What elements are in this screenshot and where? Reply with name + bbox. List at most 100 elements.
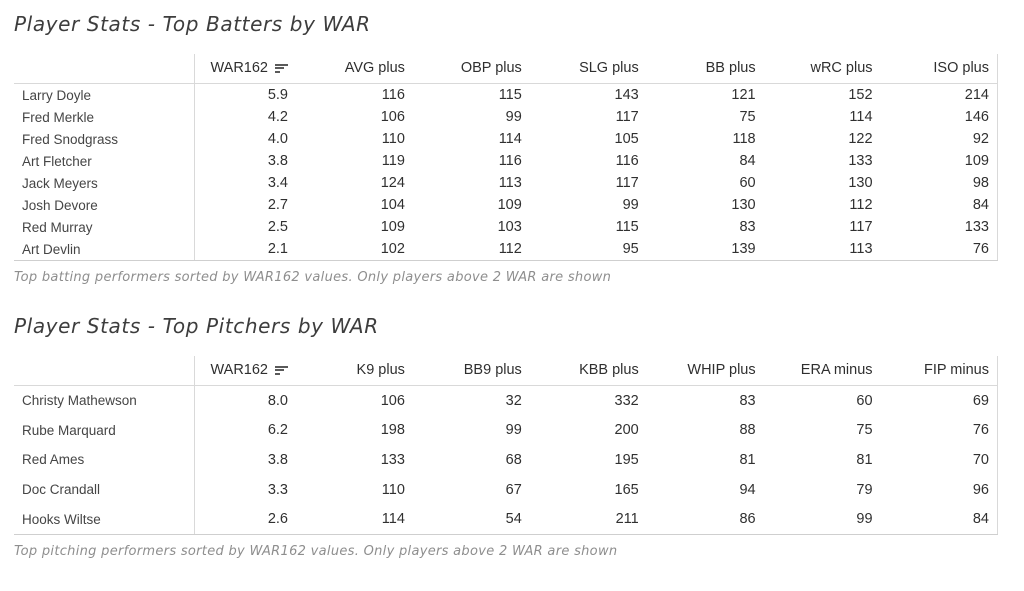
- stat-value-cell: 110: [381, 481, 405, 498]
- stat-value-cell: 112: [849, 197, 873, 213]
- column-header-avg-plus[interactable]: AVG plus: [296, 54, 413, 84]
- stat-value-cell: 124: [380, 175, 405, 191]
- stat-value-cell: 133: [848, 153, 873, 169]
- table-row[interactable]: Larry Doyle 5.9 116 115 143 121 152 214: [14, 83, 998, 106]
- stat-value-cell: 5.9: [267, 87, 288, 103]
- column-header-bb9-plus[interactable]: BB9 plus: [412, 356, 530, 386]
- stat-value-cell: 139: [646, 238, 764, 261]
- stat-value-cell: 198: [380, 422, 405, 439]
- table-row[interactable]: Red Murray 2.5 109 103 115 83 117 133: [14, 216, 998, 238]
- column-header-kbb-plus[interactable]: KBB plus: [529, 356, 647, 386]
- stat-value-cell: 98: [880, 172, 998, 194]
- stat-value-cell: 96: [880, 474, 998, 505]
- stat-value-cell: 75: [739, 109, 756, 125]
- stat-value-cell: 106: [380, 109, 405, 125]
- column-header-label: wRC plus: [810, 60, 873, 76]
- table-row[interactable]: Fred Merkle 4.2 106 99 117 75 114 146: [14, 106, 998, 128]
- table-row[interactable]: Red Ames 3.8 133 68 195 81 81 70: [14, 445, 998, 475]
- table-row[interactable]: Jack Meyers 3.4 124 113 117 60 130 98: [14, 172, 998, 194]
- column-header-obp-plus[interactable]: OBP plus: [412, 54, 530, 84]
- column-header-whip-plus[interactable]: WHIP plus: [646, 356, 764, 386]
- stat-value-cell: 195: [614, 451, 639, 468]
- stat-value-cell: 119: [381, 153, 405, 169]
- stat-value-cell: 3.4: [267, 175, 288, 191]
- pitchers-table: WAR162 K9 plus BB9 plus KBB plus WHIP plus ER…: [14, 356, 998, 535]
- column-header-label: WAR162: [210, 60, 268, 76]
- stat-value-cell: 115: [498, 87, 522, 103]
- column-header-label: SLG plus: [579, 60, 639, 76]
- stat-value-cell: 110: [381, 131, 405, 147]
- column-header-label: ISO plus: [933, 60, 989, 76]
- stat-value-cell: 4.0: [267, 131, 288, 147]
- stat-value-cell: 103: [497, 219, 522, 235]
- stat-value-cell: 69: [880, 385, 998, 416]
- stat-value-cell: 109: [497, 197, 522, 213]
- stat-value-cell: 152: [848, 87, 873, 103]
- stat-value-cell: 116: [498, 153, 522, 169]
- stat-value-cell: 8.0: [267, 392, 288, 409]
- stat-value-cell: 83: [739, 219, 756, 235]
- stat-value-cell: 84: [739, 153, 756, 169]
- pitchers-visual: Player Stats - Top Pitchers by WAR WAR16…: [14, 314, 998, 559]
- column-header-wrc-plus[interactable]: wRC plus: [763, 54, 881, 84]
- table-row[interactable]: Christy Mathewson 8.0 106 32 332 83 60 69: [14, 385, 998, 416]
- stat-value-cell: 99: [763, 504, 881, 535]
- stat-value-cell: 2.6: [194, 504, 296, 535]
- batters-caption: Top batting performers sorted by WAR162 …: [14, 270, 612, 285]
- batters-table-header: WAR162 AVG plus OBP plus SLG plus BB plus wRC…: [14, 54, 998, 84]
- player-name-cell: Jack Meyers: [14, 172, 195, 194]
- column-header-slg-plus[interactable]: SLG plus: [529, 54, 647, 84]
- stat-value-cell: 146: [880, 106, 998, 128]
- stat-value-cell: 99: [505, 109, 522, 125]
- table-row[interactable]: Hooks Wiltse 2.6 114 54 211 86 99 84: [14, 504, 998, 535]
- stat-value-cell: 6.2: [267, 422, 288, 439]
- stat-value-cell: 84: [880, 194, 998, 216]
- column-header-label: BB plus: [705, 60, 756, 76]
- stat-value-cell: 76: [880, 415, 998, 446]
- pitchers-table-body: Christy Mathewson 8.0 106 32 332 83 60 69 Rube M…: [14, 385, 998, 535]
- stat-value-cell: 133: [880, 216, 998, 238]
- column-header-label: FIP minus: [923, 362, 989, 378]
- player-name-cell: Rube Marquard: [14, 415, 195, 446]
- table-row[interactable]: Josh Devore 2.7 104 109 99 130 112 84: [14, 194, 998, 216]
- stat-value-cell: 88: [739, 422, 756, 439]
- table-row[interactable]: Art Devlin 2.1 102 112 95 139 113 76: [14, 238, 998, 261]
- player-name-cell: Doc Crandall: [14, 474, 195, 505]
- column-header-era-minus[interactable]: ERA minus: [763, 356, 881, 386]
- stat-value-cell: 60: [856, 392, 873, 409]
- stat-value-cell: 94: [739, 481, 756, 498]
- column-header-label: WAR162: [210, 362, 268, 378]
- stat-value-cell: 165: [614, 481, 639, 498]
- stat-value-cell: 115: [615, 219, 639, 235]
- stat-value-cell: 143: [614, 87, 639, 103]
- column-header-bb-plus[interactable]: BB plus: [646, 54, 764, 84]
- column-header-war162[interactable]: WAR162: [194, 356, 296, 386]
- player-name-cell: Red Murray: [14, 216, 195, 238]
- stat-value-cell: 68: [505, 451, 522, 468]
- stat-value-cell: 130: [731, 197, 756, 213]
- pitchers-table-header: WAR162 K9 plus BB9 plus KBB plus WHIP plus ER…: [14, 356, 998, 386]
- stat-value-cell: 83: [739, 392, 756, 409]
- column-header-iso-plus[interactable]: ISO plus: [880, 54, 998, 84]
- table-row[interactable]: Rube Marquard 6.2 198 99 200 88 75 76: [14, 415, 998, 446]
- column-header-label: WHIP plus: [687, 362, 756, 378]
- stat-value-cell: 117: [849, 219, 873, 235]
- stat-value-cell: 113: [498, 175, 522, 191]
- table-row[interactable]: Doc Crandall 3.3 110 67 165 94 79 96: [14, 474, 998, 505]
- table-row[interactable]: Art Fletcher 3.8 119 116 116 84 133 109: [14, 150, 998, 172]
- player-name-cell: Red Ames: [14, 445, 195, 475]
- column-header-label: OBP plus: [460, 60, 522, 76]
- column-header-war162[interactable]: WAR162: [194, 54, 296, 84]
- stat-value-cell: 133: [380, 451, 405, 468]
- column-header-k9-plus[interactable]: K9 plus: [296, 356, 413, 386]
- stat-value-cell: 70: [880, 445, 998, 475]
- column-header-fip-minus[interactable]: FIP minus: [880, 356, 998, 386]
- stat-value-cell: 84: [880, 504, 998, 535]
- stat-value-cell: 3.8: [267, 153, 288, 169]
- table-row[interactable]: Fred Snodgrass 4.0 110 114 105 118 122 92: [14, 128, 998, 150]
- stat-value-cell: 105: [614, 131, 639, 147]
- stat-value-cell: 121: [731, 87, 756, 103]
- stat-value-cell: 130: [848, 175, 873, 191]
- stat-value-cell: 106: [380, 392, 405, 409]
- player-name-cell: Fred Merkle: [14, 106, 195, 128]
